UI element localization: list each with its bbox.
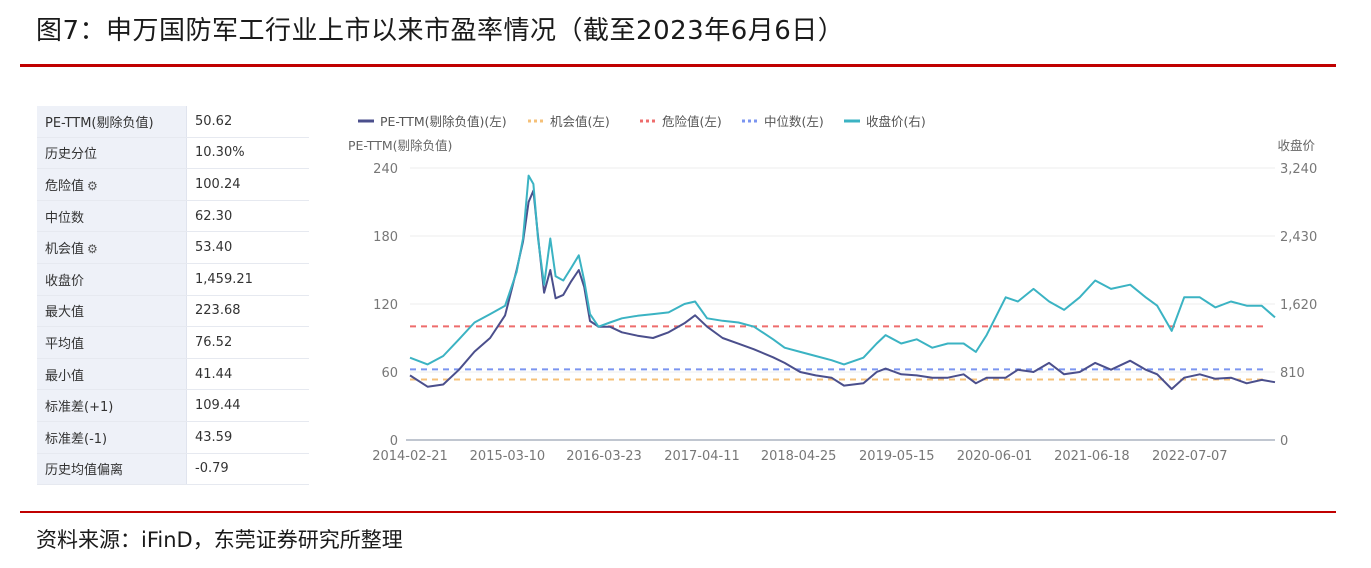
stats-label: 中位数	[37, 200, 187, 233]
x-tick-label: 2015-03-10	[470, 449, 546, 464]
close-price-series	[409, 174, 1276, 366]
stats-value: 109.44	[186, 389, 309, 422]
legend-label: PE-TTM(剔除负值)(左)	[380, 114, 507, 129]
legend-label: 收盘价(右)	[866, 114, 926, 129]
y-tick-label-left: 240	[373, 162, 398, 177]
y-tick-label-right: 3,240	[1280, 162, 1317, 177]
stats-label-text: 机会值	[45, 242, 85, 258]
y-tick-label-left: 0	[390, 434, 398, 449]
stats-label-text: 历史分位	[45, 147, 98, 163]
stats-value: 10.30%	[186, 137, 309, 170]
stats-label-text: 最大值	[45, 305, 85, 321]
figure-title: 图7：申万国防军工行业上市以来市盈率情况（截至2023年6月6日）	[36, 16, 845, 46]
stats-label-text: 历史均值偏离	[45, 463, 124, 479]
stats-label-text: 收盘价	[45, 273, 85, 289]
stats-value: -0.79	[186, 453, 309, 486]
stats-row: 收盘价 1,459.21	[37, 263, 309, 296]
stats-row: 平均值 76.52	[37, 326, 309, 359]
y-tick-label-right: 2,430	[1280, 230, 1317, 245]
x-tick-label: 2021-06-18	[1054, 449, 1130, 464]
x-tick-label: 2014-02-21	[372, 449, 448, 464]
stats-row: 中位数 62.30	[37, 200, 309, 233]
pe-chart: PE-TTM(剔除负值)(左) 机会值(左) 危险值(左) 中位数(左) 收盘价(右) P…	[348, 114, 1317, 464]
stats-label-text: 最小值	[45, 368, 85, 384]
x-tick-label: 2016-03-23	[566, 449, 642, 464]
stats-label-text: 平均值	[45, 336, 85, 352]
stats-value: 1,459.21	[186, 263, 309, 296]
y-axis-title-right: 收盘价	[1277, 138, 1315, 153]
x-tick-label: 2019-05-15	[859, 449, 935, 464]
stats-row: 标准差(+1) 109.44	[37, 389, 309, 422]
stats-row: 危险值 ⚙ 100.24	[37, 168, 309, 201]
stats-label-text: 标准差(+1)	[45, 400, 114, 416]
y-axis-title-left: PE-TTM(剔除负值)	[348, 138, 452, 153]
y-tick-label-right: 1,620	[1280, 298, 1317, 313]
stats-label: PE-TTM(剔除负值)	[37, 106, 187, 138]
stats-label-text: 标准差(-1)	[45, 431, 108, 447]
title-rule	[20, 64, 1336, 67]
y-tick-label-left: 180	[373, 230, 398, 245]
stats-label: 收盘价	[37, 263, 187, 296]
stats-value: 43.59	[186, 421, 309, 454]
stats-label: 平均值	[37, 326, 187, 359]
stats-value: 62.30	[186, 200, 309, 233]
stats-value: 41.44	[186, 358, 309, 391]
x-tick-label: 2017-04-11	[664, 449, 740, 464]
y-tick-label-left: 60	[381, 366, 398, 381]
stats-label-text: PE-TTM(剔除负值)	[45, 115, 154, 131]
stats-label: 标准差(+1)	[37, 389, 187, 422]
stats-value: 53.40	[186, 231, 309, 264]
stats-label: 机会值 ⚙	[37, 231, 187, 264]
stats-label: 最大值	[37, 295, 187, 328]
x-tick-label: 2018-04-25	[761, 449, 837, 464]
legend-label: 危险值(左)	[662, 114, 722, 129]
source-note: 资料来源：iFinD，东莞证券研究所整理	[36, 528, 403, 552]
source-rule	[20, 511, 1336, 513]
pe-ttm-series	[409, 189, 1276, 390]
x-tick-label: 2022-07-07	[1152, 449, 1228, 464]
stats-table: PE-TTM(剔除负值) 50.62 历史分位 10.30% 危险值 ⚙ 100.24 中位数…	[37, 106, 309, 486]
stats-row: 历史均值偏离 -0.79	[37, 453, 309, 486]
stats-label-text: 危险值	[45, 178, 85, 194]
stats-row: 历史分位 10.30%	[37, 137, 309, 170]
gear-icon[interactable]: ⚙	[87, 178, 98, 193]
stats-value: 50.62	[186, 106, 309, 138]
stats-label: 历史均值偏离	[37, 453, 187, 486]
stats-row: PE-TTM(剔除负值) 50.62	[37, 106, 309, 138]
legend-label: 机会值(左)	[550, 114, 610, 129]
stats-label: 标准差(-1)	[37, 421, 187, 454]
stats-label: 最小值	[37, 358, 187, 391]
stats-row: 最小值 41.44	[37, 358, 309, 391]
stats-row: 机会值 ⚙ 53.40	[37, 231, 309, 264]
gear-icon[interactable]: ⚙	[87, 242, 98, 257]
stats-row: 标准差(-1) 43.59	[37, 421, 309, 454]
stats-label-text: 中位数	[45, 210, 85, 226]
stats-label: 历史分位	[37, 137, 187, 170]
legend-label: 中位数(左)	[764, 114, 824, 129]
y-tick-label-left: 120	[373, 298, 398, 313]
y-tick-label-right: 0	[1280, 434, 1288, 449]
y-tick-label-right: 810	[1280, 366, 1305, 381]
stats-label: 危险值 ⚙	[37, 168, 187, 201]
stats-value: 76.52	[186, 326, 309, 359]
x-tick-label: 2020-06-01	[957, 449, 1033, 464]
stats-value: 223.68	[186, 295, 309, 328]
stats-row: 最大值 223.68	[37, 295, 309, 328]
stats-value: 100.24	[186, 168, 309, 201]
